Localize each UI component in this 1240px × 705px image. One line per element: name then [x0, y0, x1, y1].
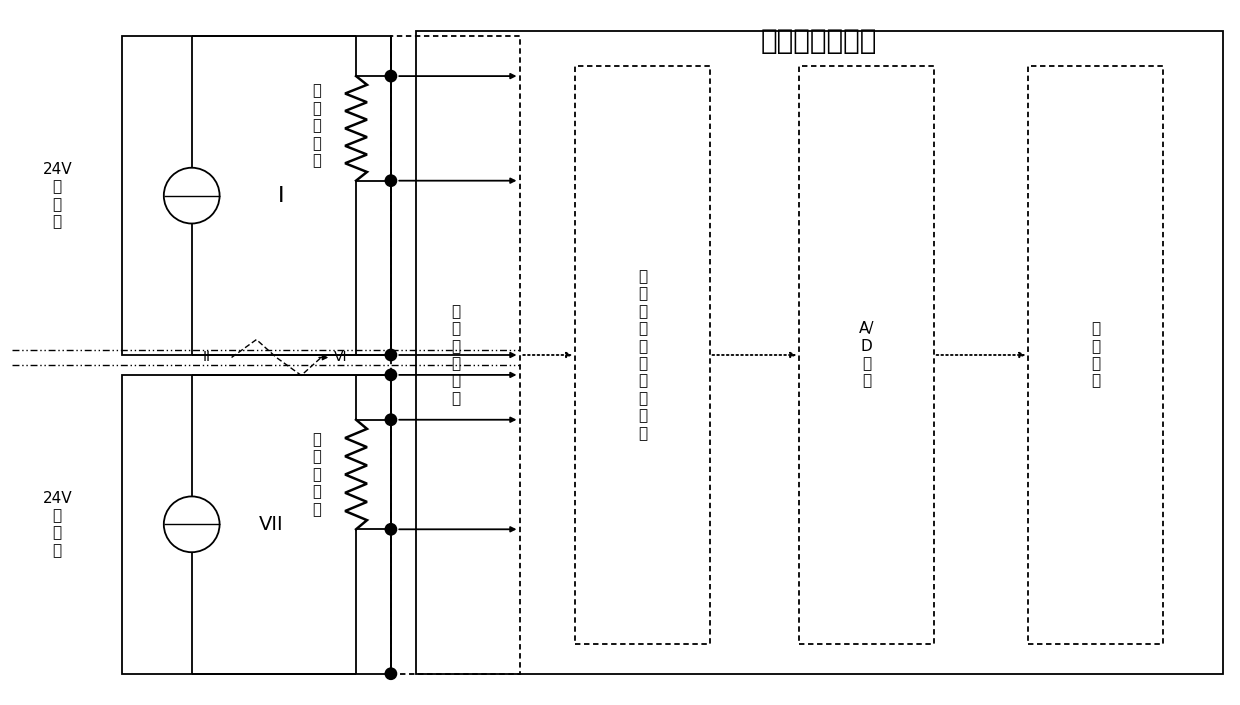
Text: II: II	[202, 350, 211, 364]
Circle shape	[386, 350, 397, 360]
Bar	[575, 66, 709, 644]
Circle shape	[386, 70, 397, 82]
Text: 信号分析记录仪: 信号分析记录仪	[761, 27, 878, 55]
Circle shape	[386, 176, 397, 186]
Text: 信
号
变
换
电
路: 信 号 变 换 电 路	[451, 304, 460, 406]
Text: 24V
恒
流
源: 24V 恒 流 源	[42, 162, 72, 229]
Bar	[122, 375, 391, 674]
Circle shape	[386, 415, 397, 425]
Text: I: I	[278, 185, 285, 206]
Circle shape	[386, 524, 397, 535]
Bar	[122, 36, 391, 355]
Text: 临
时
热
电
阻: 临 时 热 电 阻	[311, 432, 321, 517]
Text: 滤
波
（
信
号
调
整
电
路
）: 滤 波 （ 信 号 调 整 电 路 ）	[637, 269, 647, 441]
Circle shape	[386, 668, 397, 679]
Text: VI: VI	[335, 350, 348, 364]
Text: 监
测
显
示: 监 测 显 示	[1091, 321, 1100, 388]
Text: VII: VII	[259, 515, 284, 534]
Text: A/
D
转
换: A/ D 转 换	[859, 321, 874, 388]
Text: 24V
恒
流
源: 24V 恒 流 源	[42, 491, 72, 558]
Bar	[391, 36, 521, 674]
Bar	[415, 31, 1223, 674]
Circle shape	[386, 369, 397, 381]
Text: 临
时
热
电
阻: 临 时 热 电 阻	[311, 84, 321, 168]
Bar	[800, 66, 934, 644]
Bar	[1028, 66, 1163, 644]
